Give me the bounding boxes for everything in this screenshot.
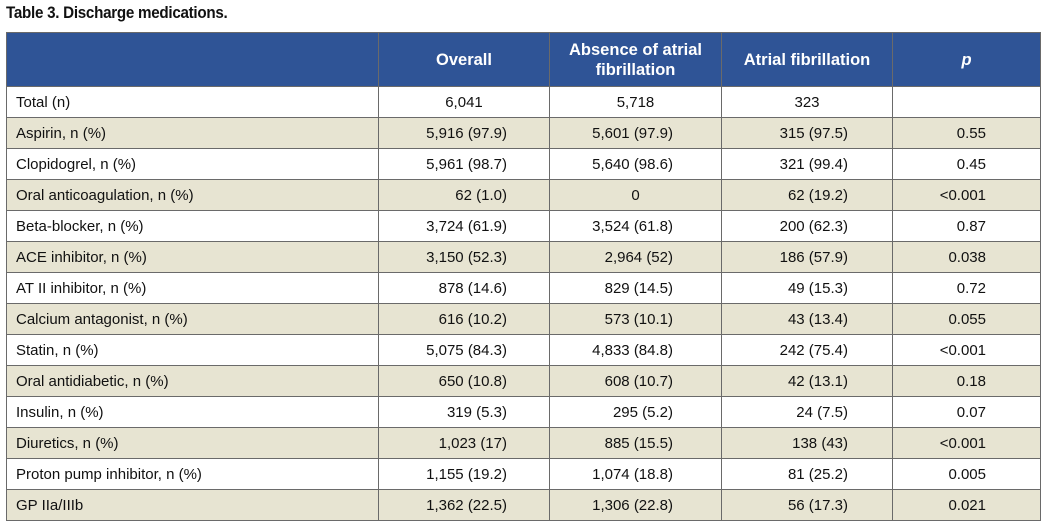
cell-p-value: 0.055 <box>892 303 1041 335</box>
cell-overall: 650 (10.8) <box>378 365 550 397</box>
cell-atrial-fibrillation: 138 (43) <box>721 427 893 459</box>
cell-absence-af: 5,640 (98.6) <box>549 148 722 180</box>
cell-absence-af: 3,524 (61.8) <box>549 210 722 242</box>
table-row: Proton pump inhibitor, n (%) 1,155 (19.2)… <box>6 458 1041 490</box>
cell-absence-af: 295 (5.2) <box>549 396 722 428</box>
cell-p-value: 0.87 <box>892 210 1041 242</box>
cell-atrial-fibrillation: 200 (62.3) <box>721 210 893 242</box>
row-label: Calcium antagonist, n (%) <box>6 303 379 335</box>
cell-p-value: 0.72 <box>892 272 1041 304</box>
table-row: Calcium antagonist, n (%) 616 (10.2) 573 (… <box>6 303 1041 335</box>
cell-overall: 3,150 (52.3) <box>378 241 550 273</box>
cell-absence-af: 5,718 <box>549 86 722 118</box>
row-label: Total (n) <box>6 86 379 118</box>
header-atrial-fibrillation: Atrial fibrillation <box>721 32 893 87</box>
cell-p-value: 0.07 <box>892 396 1041 428</box>
cell-overall: 5,961 (98.7) <box>378 148 550 180</box>
header-empty <box>6 32 379 87</box>
table-row: Aspirin, n (%) 5,916 (97.9) 5,601 (97.9) 31… <box>6 117 1041 149</box>
cell-overall: 1,362 (22.5) <box>378 489 550 521</box>
table-row: AT II inhibitor, n (%) 878 (14.6) 829 (14.… <box>6 272 1041 304</box>
cell-atrial-fibrillation: 49 (15.3) <box>721 272 893 304</box>
cell-absence-af: 573 (10.1) <box>549 303 722 335</box>
cell-atrial-fibrillation: 42 (13.1) <box>721 365 893 397</box>
cell-absence-af: 885 (15.5) <box>549 427 722 459</box>
cell-absence-af: 1,074 (18.8) <box>549 458 722 490</box>
cell-p-value: 0.55 <box>892 117 1041 149</box>
cell-overall: 616 (10.2) <box>378 303 550 335</box>
cell-p-value <box>892 86 1041 118</box>
cell-atrial-fibrillation: 323 <box>721 86 893 118</box>
row-label: Oral antidiabetic, n (%) <box>6 365 379 397</box>
cell-overall: 1,155 (19.2) <box>378 458 550 490</box>
table-row: Statin, n (%) 5,075 (84.3) 4,833 (84.8) 242… <box>6 334 1041 366</box>
row-label: Clopidogrel, n (%) <box>6 148 379 180</box>
cell-overall: 5,075 (84.3) <box>378 334 550 366</box>
cell-atrial-fibrillation: 315 (97.5) <box>721 117 893 149</box>
table-row: Total (n) 6,041 5,718 323 <box>6 86 1041 118</box>
cell-p-value: 0.038 <box>892 241 1041 273</box>
cell-p-value: 0.18 <box>892 365 1041 397</box>
table-row: Insulin, n (%) 319 (5.3) 295 (5.2) 24 (7.5)… <box>6 396 1041 428</box>
table-row: Clopidogrel, n (%) 5,961 (98.7) 5,640 (98.… <box>6 148 1041 180</box>
cell-p-value: 0.021 <box>892 489 1041 521</box>
row-label: Beta-blocker, n (%) <box>6 210 379 242</box>
table-row: ACE inhibitor, n (%) 3,150 (52.3) 2,964 (5… <box>6 241 1041 273</box>
cell-absence-af: 4,833 (84.8) <box>549 334 722 366</box>
cell-p-value: 0.45 <box>892 148 1041 180</box>
cell-atrial-fibrillation: 62 (19.2) <box>721 179 893 211</box>
row-label: Oral anticoagulation, n (%) <box>6 179 379 211</box>
table-caption: Table 3. Discharge medications. <box>6 4 228 22</box>
cell-atrial-fibrillation: 56 (17.3) <box>721 489 893 521</box>
table-row: Beta-blocker, n (%) 3,724 (61.9) 3,524 (61… <box>6 210 1041 242</box>
row-label: Statin, n (%) <box>6 334 379 366</box>
table-row: Oral antidiabetic, n (%) 650 (10.8) 608 (1… <box>6 365 1041 397</box>
cell-overall: 5,916 (97.9) <box>378 117 550 149</box>
cell-overall: 878 (14.6) <box>378 272 550 304</box>
cell-p-value: <0.001 <box>892 427 1041 459</box>
header-row: Overall Absence of atrial fibrillation A… <box>6 32 1041 87</box>
cell-overall: 319 (5.3) <box>378 396 550 428</box>
cell-absence-af: 1,306 (22.8) <box>549 489 722 521</box>
cell-p-value: <0.001 <box>892 334 1041 366</box>
row-label: Proton pump inhibitor, n (%) <box>6 458 379 490</box>
cell-atrial-fibrillation: 24 (7.5) <box>721 396 893 428</box>
row-label: Insulin, n (%) <box>6 396 379 428</box>
row-label: Diuretics, n (%) <box>6 427 379 459</box>
discharge-medications-table: Overall Absence of atrial fibrillation A… <box>6 32 1041 521</box>
cell-overall: 3,724 (61.9) <box>378 210 550 242</box>
table-row: Oral anticoagulation, n (%) 62 (1.0) 0 62 (… <box>6 179 1041 211</box>
row-label: Aspirin, n (%) <box>6 117 379 149</box>
cell-atrial-fibrillation: 186 (57.9) <box>721 241 893 273</box>
cell-overall: 62 (1.0) <box>378 179 550 211</box>
cell-absence-af: 0 <box>549 179 722 211</box>
header-overall: Overall <box>378 32 550 87</box>
cell-atrial-fibrillation: 321 (99.4) <box>721 148 893 180</box>
cell-absence-af: 608 (10.7) <box>549 365 722 397</box>
cell-p-value: <0.001 <box>892 179 1041 211</box>
cell-overall: 6,041 <box>378 86 550 118</box>
cell-p-value: 0.005 <box>892 458 1041 490</box>
cell-absence-af: 2,964 (52) <box>549 241 722 273</box>
table-row: GP IIa/IIIb 1,362 (22.5) 1,306 (22.8) 56 (1… <box>6 489 1041 521</box>
cell-atrial-fibrillation: 43 (13.4) <box>721 303 893 335</box>
table-row: Diuretics, n (%) 1,023 (17) 885 (15.5) 138 … <box>6 427 1041 459</box>
header-p-value: p <box>892 32 1041 87</box>
cell-absence-af: 5,601 (97.9) <box>549 117 722 149</box>
row-label: ACE inhibitor, n (%) <box>6 241 379 273</box>
cell-overall: 1,023 (17) <box>378 427 550 459</box>
cell-atrial-fibrillation: 81 (25.2) <box>721 458 893 490</box>
row-label: GP IIa/IIIb <box>6 489 379 521</box>
row-label: AT II inhibitor, n (%) <box>6 272 379 304</box>
cell-absence-af: 829 (14.5) <box>549 272 722 304</box>
cell-atrial-fibrillation: 242 (75.4) <box>721 334 893 366</box>
header-absence-af: Absence of atrial fibrillation <box>549 32 722 87</box>
